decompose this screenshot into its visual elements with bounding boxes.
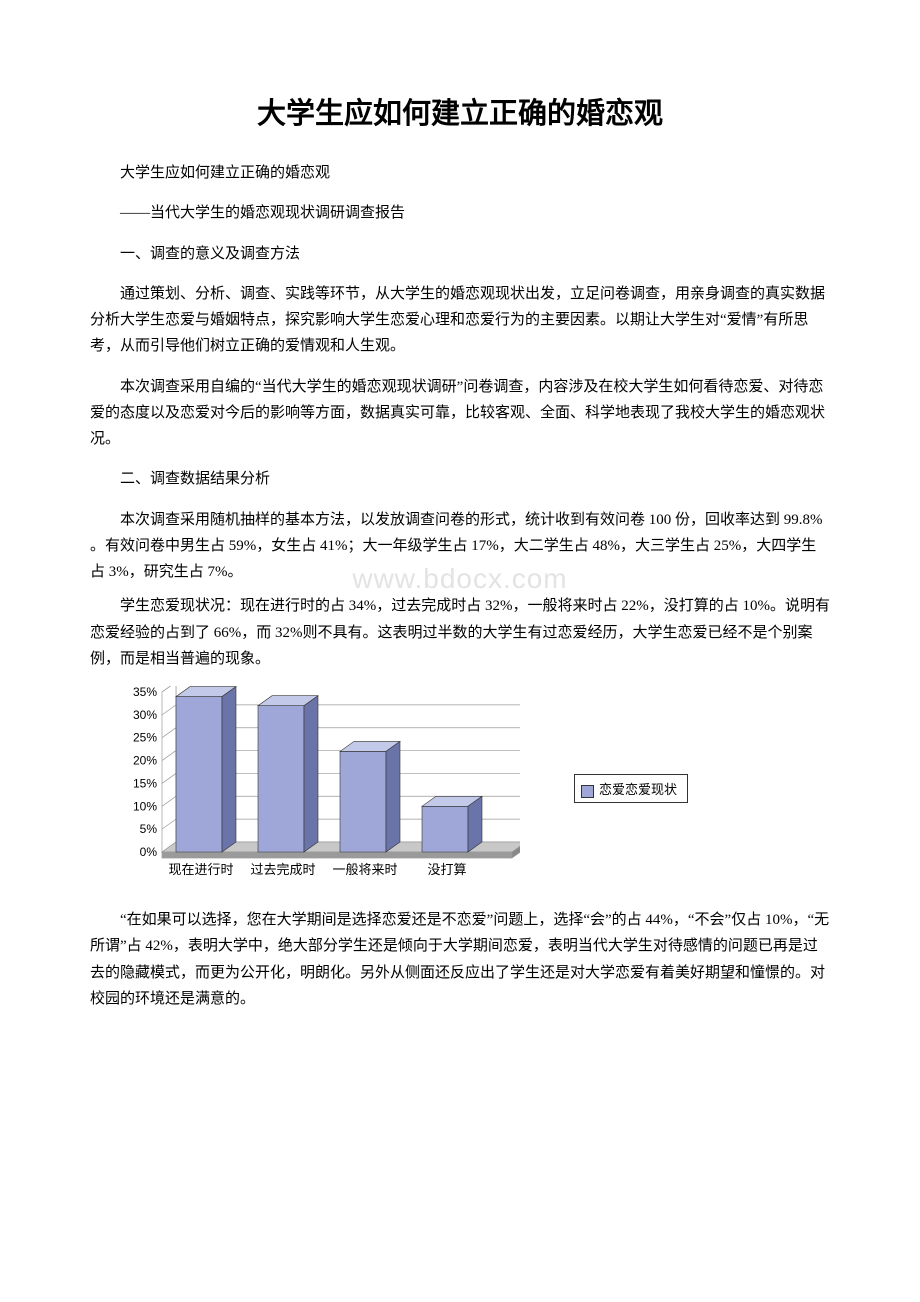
paragraph: 二、调查数据结果分析	[90, 466, 830, 492]
paragraph: 通过策划、分析、调查、实践等环节，从大学生的婚恋观现状出发，立足问卷调查，用亲身…	[90, 281, 830, 360]
paragraph: ——当代大学生的婚恋观现状调研调查报告	[90, 200, 830, 226]
paragraph: “在如果可以选择，您在大学期间是选择恋爱还是不恋爱”问题上，选择“会”的占 44…	[90, 907, 830, 1012]
bar-chart: 0% 5% 10% 15% 20% 25% 30% 35% 现在进行时 过去完成时 一般将来时 没打算	[120, 686, 520, 891]
paragraph: 本次调查采用随机抽样的基本方法，以发放调查问卷的形式，统计收到有效问卷 100 …	[90, 507, 830, 586]
svg-text:0%: 0%	[140, 845, 158, 859]
document-title: 大学生应如何建立正确的婚恋观	[90, 90, 830, 132]
paragraph: 大学生应如何建立正确的婚恋观	[90, 160, 830, 186]
legend-swatch-icon	[581, 785, 594, 798]
svg-text:25%: 25%	[133, 731, 157, 745]
svg-text:一般将来时: 一般将来时	[332, 862, 397, 877]
svg-text:10%: 10%	[133, 799, 157, 813]
legend-label: 恋爱恋爱现状	[599, 782, 677, 797]
svg-text:没打算: 没打算	[427, 862, 466, 877]
svg-text:35%: 35%	[133, 686, 157, 699]
svg-text:15%: 15%	[133, 776, 157, 790]
paragraph: 一、调查的意义及调查方法	[90, 241, 830, 267]
svg-text:过去完成时: 过去完成时	[250, 862, 315, 877]
svg-text:现在进行时: 现在进行时	[168, 862, 233, 877]
chart-legend: 恋爱恋爱现状	[574, 774, 688, 803]
svg-text:5%: 5%	[140, 822, 158, 836]
chart-container: 0% 5% 10% 15% 20% 25% 30% 35% 现在进行时 过去完成时 一般将来时 没打算…	[120, 686, 830, 891]
svg-text:30%: 30%	[133, 708, 157, 722]
paragraph: 学生恋爱现状况：现在进行时的占 34%，过去完成时占 32%，一般将来时占 22…	[90, 593, 830, 672]
document-page: 大学生应如何建立正确的婚恋观 大学生应如何建立正确的婚恋观 ——当代大学生的婚恋…	[0, 0, 920, 1076]
paragraph: 本次调查采用自编的“当代大学生的婚恋观现状调研”问卷调查，内容涉及在校大学生如何…	[90, 374, 830, 453]
svg-text:20%: 20%	[133, 754, 157, 768]
